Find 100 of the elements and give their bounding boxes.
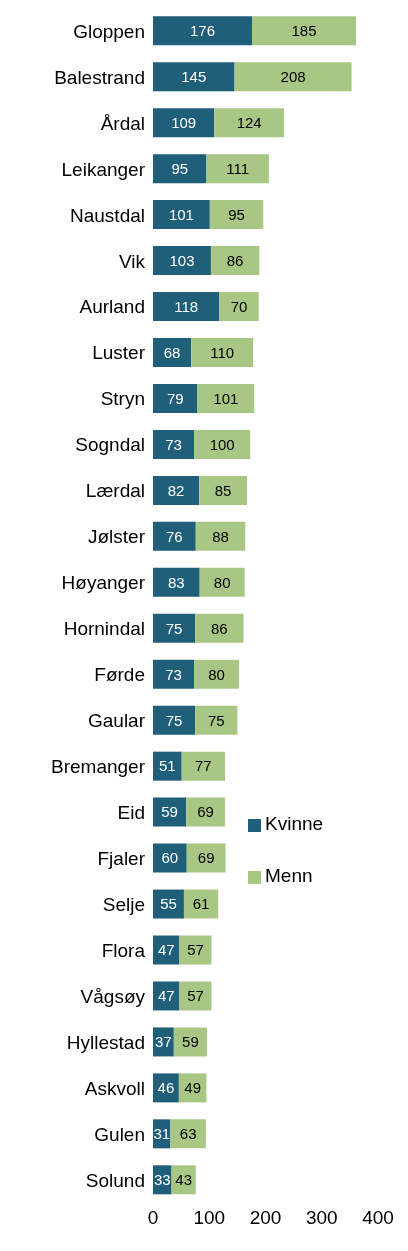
bar [195, 705, 238, 735]
y-tick-label: Fjaler [97, 848, 146, 870]
y-tick-label: Vågsøy [80, 985, 146, 1007]
x-tick-label: 100 [193, 1207, 226, 1229]
x-tick-label: 400 [362, 1207, 394, 1229]
bar [194, 659, 240, 689]
data-label: 208 [280, 68, 306, 86]
y-tick-label: Gaular [87, 710, 146, 732]
data-label: 68 [163, 343, 181, 361]
data-label: 100 [209, 435, 235, 453]
data-label: 59 [161, 803, 178, 821]
bar [153, 613, 196, 643]
bar [195, 521, 246, 551]
bar [186, 843, 226, 873]
bar [219, 292, 259, 322]
y-tick-label: Gloppen [73, 20, 145, 42]
data-label: 80 [213, 573, 231, 591]
data-label: 33 [153, 1171, 171, 1189]
data-label: 49 [184, 1079, 201, 1097]
data-label: 46 [157, 1079, 175, 1097]
bar [179, 935, 212, 965]
bar [199, 475, 247, 505]
data-label: 185 [291, 22, 317, 40]
bar [197, 383, 255, 413]
data-label: 77 [195, 757, 212, 775]
data-label: 51 [159, 757, 176, 775]
data-label: 95 [228, 205, 245, 223]
bar [170, 1119, 206, 1149]
bar [153, 383, 198, 413]
data-label: 75 [165, 619, 183, 637]
y-tick-label: Årdal [100, 112, 145, 134]
data-label: 109 [171, 114, 197, 132]
data-label: 37 [155, 1033, 172, 1051]
x-tick-label: 200 [249, 1207, 282, 1229]
data-label: 59 [182, 1033, 199, 1051]
y-tick-label: Aurland [79, 296, 145, 318]
data-label: 79 [166, 389, 184, 407]
data-label: 47 [157, 987, 175, 1005]
y-tick-label: Jølster [88, 526, 146, 548]
data-label: 95 [171, 159, 189, 177]
bar [153, 475, 200, 505]
bar [153, 889, 184, 919]
bar [234, 62, 352, 92]
data-label: 61 [192, 895, 210, 913]
y-tick-label: Sogndal [75, 434, 145, 456]
data-label: 145 [181, 68, 207, 86]
data-label: 86 [226, 251, 244, 269]
data-label: 75 [165, 711, 183, 729]
data-label: 47 [157, 941, 175, 959]
bar [153, 62, 235, 92]
bar [252, 16, 357, 46]
data-label: 110 [210, 343, 235, 361]
y-tick-label: Askvoll [84, 1077, 145, 1099]
y-tick-label: Bremanger [51, 756, 146, 778]
bar [153, 521, 196, 551]
data-label: 83 [168, 573, 185, 591]
bar [153, 429, 195, 459]
data-label: 57 [187, 941, 204, 959]
data-label: 76 [166, 527, 183, 545]
y-tick-label: Eid [117, 802, 145, 824]
bar [195, 613, 244, 643]
bar [153, 292, 220, 322]
data-label: 111 [226, 159, 250, 177]
x-tick-label: 300 [305, 1207, 338, 1229]
bar [153, 751, 182, 781]
data-label: 63 [179, 1125, 197, 1143]
bar [153, 567, 200, 597]
data-label: 73 [165, 665, 182, 683]
data-label: 124 [236, 114, 262, 132]
bar [209, 200, 264, 230]
y-tick-label: Hornindal [63, 618, 145, 640]
y-tick-label: Naustdal [70, 204, 145, 226]
data-label: 69 [197, 849, 215, 867]
y-tick-label: Høyanger [61, 572, 146, 594]
y-tick-label: Selje [102, 893, 145, 915]
y-tick-label: Stryn [100, 388, 145, 410]
y-tick-label: Solund [85, 1169, 145, 1191]
data-label: 103 [169, 251, 195, 269]
data-label: 86 [211, 619, 228, 637]
bar [153, 705, 196, 735]
data-label: 55 [160, 895, 177, 913]
x-tick-label: 0 [147, 1207, 159, 1229]
y-tick-label: Lærdal [85, 480, 145, 502]
data-label: 57 [187, 987, 204, 1005]
bar [181, 751, 225, 781]
bar [194, 429, 251, 459]
legend-label: Kvinne [265, 813, 324, 834]
data-label: 31 [153, 1125, 171, 1143]
data-label: 82 [167, 481, 185, 499]
bar [179, 981, 212, 1011]
bar [191, 338, 254, 367]
data-label: 176 [189, 22, 216, 40]
bar [199, 567, 245, 597]
bar [214, 108, 285, 138]
bar [153, 246, 211, 276]
y-tick-label: Gulen [94, 1123, 145, 1145]
data-label: 70 [230, 297, 248, 315]
bar [153, 108, 215, 138]
data-label: 85 [214, 481, 232, 499]
bar [210, 246, 260, 276]
